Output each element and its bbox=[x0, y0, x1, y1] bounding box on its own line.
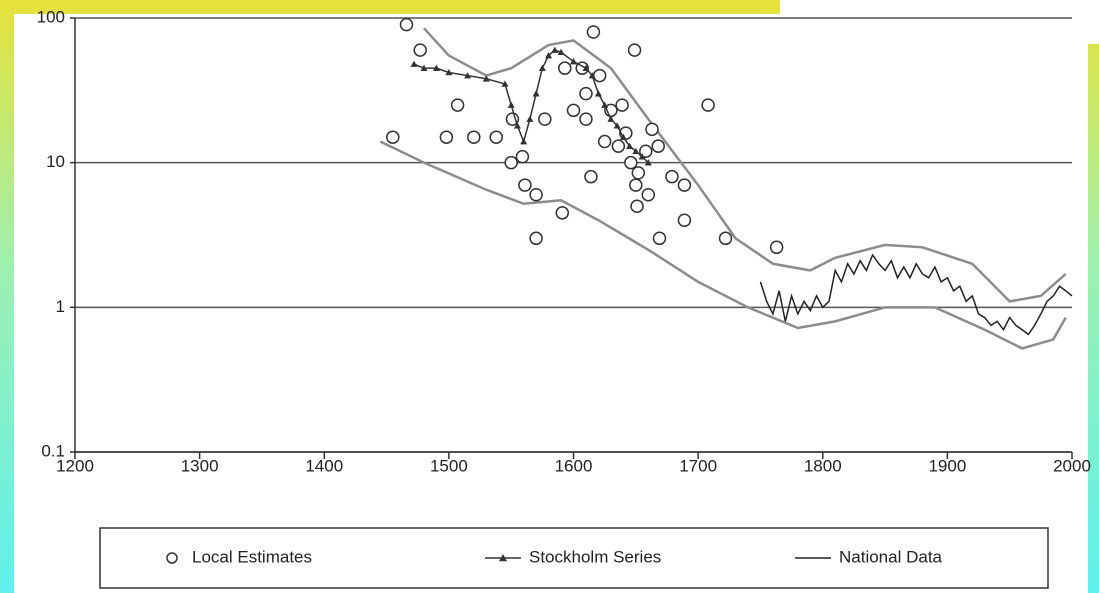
legend-label: National Data bbox=[839, 547, 943, 566]
scatter-point bbox=[627, 43, 642, 57]
series-line bbox=[759, 253, 1073, 336]
x-tick-label: 2000 bbox=[1053, 456, 1091, 475]
scatter-point bbox=[504, 155, 518, 170]
series-marker bbox=[501, 80, 509, 87]
plot-area: 0.1 1 10 100 1200 1300 1400 1500 1600 1700 1800 190… bbox=[37, 7, 1091, 475]
scatter-point bbox=[630, 199, 644, 213]
legend-label: Local Estimates bbox=[192, 547, 312, 566]
series-marker bbox=[538, 64, 546, 71]
scatter-point bbox=[538, 112, 552, 126]
scatter-point bbox=[639, 144, 653, 158]
scatter-point bbox=[629, 178, 643, 192]
scatter-point bbox=[651, 139, 665, 153]
scatter-point bbox=[529, 231, 543, 246]
x-tick-label: 1200 bbox=[56, 456, 94, 475]
scatter-point bbox=[529, 188, 543, 202]
series-marker bbox=[613, 122, 621, 129]
scatter-point bbox=[518, 178, 532, 192]
scatter-point bbox=[505, 112, 520, 126]
x-tick-label: 1300 bbox=[181, 456, 219, 475]
series-marker bbox=[551, 46, 559, 53]
scatter-point bbox=[718, 231, 733, 246]
series-marker bbox=[594, 90, 602, 97]
series-marker bbox=[507, 101, 515, 108]
y-tick-label: 0.1 bbox=[41, 441, 65, 460]
scatter-point bbox=[566, 103, 581, 118]
series-marker bbox=[632, 147, 640, 155]
envelope-upper bbox=[423, 27, 1067, 303]
scatter-point bbox=[631, 166, 646, 180]
series-marker bbox=[545, 52, 553, 59]
series-marker bbox=[570, 58, 577, 65]
x-tick-label: 1600 bbox=[555, 456, 593, 475]
series-marker bbox=[432, 64, 440, 71]
envelope-lower bbox=[379, 140, 1067, 350]
panel-top bbox=[780, 0, 1099, 44]
legend-symbol bbox=[166, 552, 178, 564]
scatter-point bbox=[439, 130, 454, 144]
scatter-point bbox=[586, 25, 601, 39]
scatter-point bbox=[677, 213, 692, 227]
series-marker bbox=[588, 72, 596, 79]
series-marker bbox=[410, 60, 418, 67]
scatter-point bbox=[558, 61, 572, 75]
series-marker bbox=[601, 101, 609, 108]
scatter-point bbox=[641, 188, 656, 202]
scatter-point bbox=[611, 139, 626, 153]
plot-panel bbox=[14, 14, 1088, 593]
scatter-point bbox=[386, 130, 400, 144]
scatter-point bbox=[592, 68, 607, 83]
scatter-point bbox=[584, 169, 598, 184]
legend-label: Stockholm Series bbox=[529, 547, 661, 566]
y-tick-label: 1 bbox=[56, 297, 65, 316]
legend-marker bbox=[499, 554, 507, 562]
series-marker bbox=[464, 72, 472, 79]
series-marker bbox=[619, 133, 627, 140]
scatter-point bbox=[489, 130, 503, 144]
scatter-point bbox=[665, 169, 679, 184]
series-marker bbox=[532, 90, 540, 97]
scatter-point bbox=[467, 130, 481, 144]
scatter-point bbox=[399, 17, 414, 32]
scatter-point bbox=[450, 98, 465, 112]
scatter-point bbox=[677, 178, 692, 192]
scatter-point bbox=[624, 155, 638, 170]
scatter-point bbox=[515, 149, 530, 164]
series-marker bbox=[626, 142, 634, 149]
series-marker bbox=[482, 75, 490, 82]
series-marker bbox=[644, 159, 652, 166]
scatter-point bbox=[413, 43, 427, 57]
legend-box bbox=[99, 527, 1049, 589]
series-marker bbox=[420, 64, 428, 71]
scatter-point bbox=[615, 98, 629, 112]
x-tick-label: 1700 bbox=[679, 456, 717, 475]
scatter-point bbox=[597, 134, 612, 149]
scatter-point bbox=[701, 98, 715, 112]
series-marker bbox=[582, 64, 590, 71]
scatter-point bbox=[579, 112, 593, 126]
x-tick-label: 1400 bbox=[305, 456, 343, 475]
series-marker bbox=[638, 153, 646, 160]
series-marker bbox=[607, 115, 615, 122]
x-tick-label: 1900 bbox=[928, 456, 966, 475]
series-marker bbox=[557, 48, 565, 56]
y-tick-label: 100 bbox=[37, 7, 65, 26]
series-marker bbox=[513, 122, 521, 129]
series-marker bbox=[520, 138, 528, 145]
scatter-point bbox=[652, 231, 667, 246]
scatter-point bbox=[555, 206, 570, 220]
scatter-point bbox=[645, 122, 659, 137]
series-marker bbox=[445, 69, 453, 76]
scatter-point bbox=[769, 240, 784, 255]
y-tick-label: 10 bbox=[46, 152, 65, 171]
scatter-point bbox=[579, 86, 593, 101]
x-tick-label: 1800 bbox=[804, 456, 842, 475]
series-marker bbox=[526, 115, 534, 122]
x-tick-label: 1500 bbox=[430, 456, 468, 475]
